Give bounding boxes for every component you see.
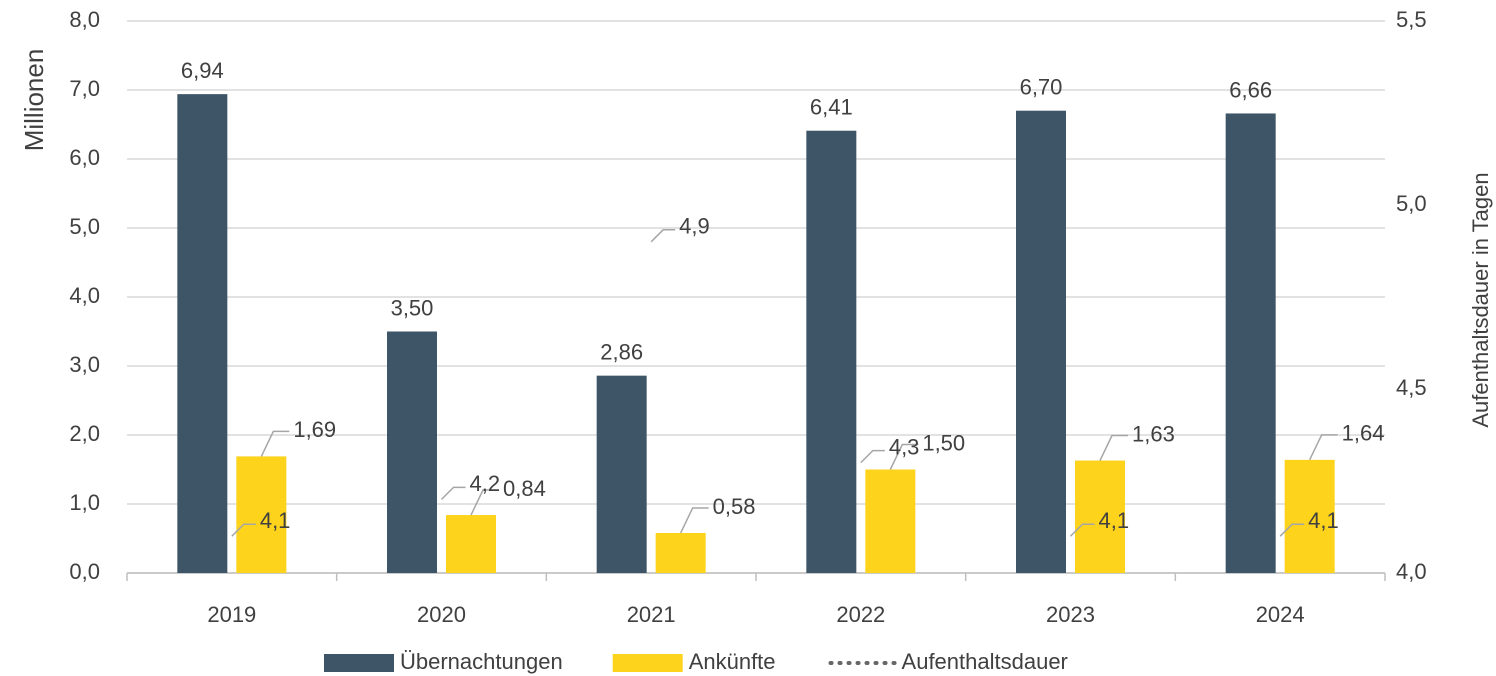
value-label: 6,66 xyxy=(1229,77,1272,102)
y2-tick-label: 5,5 xyxy=(1396,7,1427,32)
leader-line xyxy=(1099,434,1128,461)
value-label: 4,2 xyxy=(470,471,501,496)
y2-tick-label: 5,0 xyxy=(1396,191,1427,216)
value-label: 1,63 xyxy=(1132,421,1175,446)
x-tick-label: 2019 xyxy=(207,602,256,627)
value-label: 1,69 xyxy=(293,417,336,442)
legend-label: Übernachtungen xyxy=(400,649,563,674)
bar xyxy=(446,515,496,573)
bar xyxy=(1075,460,1125,573)
y-tick-label: 7,0 xyxy=(69,76,100,101)
x-tick-label: 2024 xyxy=(1256,602,1305,627)
x-tick-label: 2021 xyxy=(627,602,676,627)
value-label: 4,1 xyxy=(1308,508,1339,533)
leader-line xyxy=(1279,523,1305,537)
leader-line xyxy=(650,229,676,243)
value-label: 6,41 xyxy=(810,95,853,120)
legend-label: Aufenthaltsdauer xyxy=(902,649,1068,674)
x-tick-label: 2022 xyxy=(836,602,885,627)
y-tick-label: 8,0 xyxy=(69,7,100,32)
x-tick-label: 2023 xyxy=(1046,602,1095,627)
leader-line xyxy=(470,489,499,516)
value-label: 4,3 xyxy=(889,434,920,459)
y2-axis-label: Aufenthaltsdauer in Tagen xyxy=(1468,172,1493,427)
x-tick-label: 2020 xyxy=(417,602,466,627)
y-tick-label: 6,0 xyxy=(69,145,100,170)
y-axis-label: Millionen xyxy=(19,49,49,152)
y2-tick-label: 4,0 xyxy=(1396,559,1427,584)
bar xyxy=(655,532,706,573)
bar xyxy=(177,94,228,573)
leader-line xyxy=(1069,523,1095,537)
legend-swatch xyxy=(612,654,683,672)
value-label: 1,50 xyxy=(922,430,965,455)
value-label: 6,70 xyxy=(1020,75,1063,100)
leader-line xyxy=(440,486,466,500)
bar xyxy=(387,331,437,573)
bar xyxy=(806,130,857,573)
value-label: 2,86 xyxy=(600,339,643,364)
bar xyxy=(236,456,287,573)
bar xyxy=(1225,113,1276,574)
y-tick-label: 3,0 xyxy=(69,352,100,377)
leader-line xyxy=(1308,434,1338,461)
value-label: 1,64 xyxy=(1342,421,1385,446)
leader-line xyxy=(860,449,885,464)
value-label: 4,9 xyxy=(679,214,710,239)
value-label: 0,58 xyxy=(713,494,756,519)
y-tick-label: 5,0 xyxy=(69,214,100,239)
value-label: 6,94 xyxy=(181,58,224,83)
leader-line xyxy=(231,523,256,537)
leader-line xyxy=(679,507,709,534)
bar xyxy=(1016,110,1066,573)
y2-tick-label: 4,5 xyxy=(1396,375,1427,400)
y-tick-label: 4,0 xyxy=(69,283,100,308)
leader-line xyxy=(889,443,919,470)
y-tick-label: 2,0 xyxy=(69,421,100,446)
bar xyxy=(1284,459,1335,573)
value-label: 3,50 xyxy=(391,295,434,320)
legend-swatch xyxy=(324,654,394,672)
value-label: 4,1 xyxy=(260,508,291,533)
bar xyxy=(596,375,647,573)
value-label: 0,84 xyxy=(503,476,546,501)
bar xyxy=(865,469,916,573)
value-label: 4,1 xyxy=(1099,508,1130,533)
legend-label: Ankünfte xyxy=(689,649,776,674)
y-tick-label: 0,0 xyxy=(69,559,100,584)
leader-line xyxy=(260,430,290,457)
y-tick-label: 1,0 xyxy=(69,490,100,515)
